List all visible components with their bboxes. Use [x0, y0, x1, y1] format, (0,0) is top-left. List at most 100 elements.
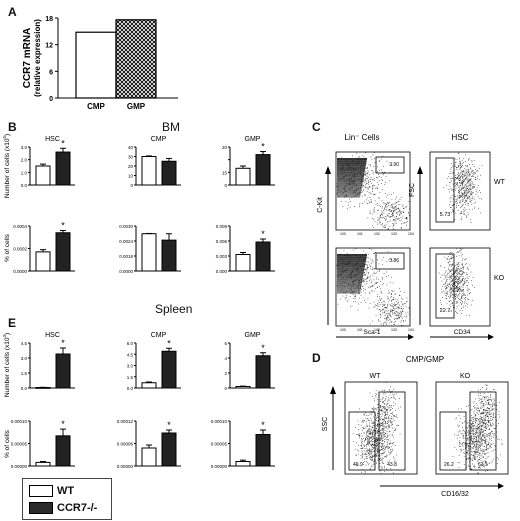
- dot: [455, 293, 457, 295]
- dot: [402, 325, 404, 326]
- dot: [343, 250, 345, 252]
- dot: [365, 173, 366, 175]
- dot: [387, 446, 389, 447]
- dot: [377, 451, 379, 452]
- dot: [346, 279, 348, 281]
- dot: [450, 288, 452, 290]
- dot: [379, 215, 381, 216]
- bar-ko: [161, 350, 177, 389]
- dot: [383, 392, 385, 394]
- dot: [462, 290, 464, 292]
- dot: [455, 281, 457, 282]
- dot: [490, 416, 492, 417]
- dot: [470, 448, 471, 449]
- dot: [447, 277, 449, 278]
- dot: [458, 277, 460, 278]
- dot: [477, 449, 479, 450]
- dot: [395, 304, 396, 305]
- dot: [455, 175, 457, 176]
- dot: [373, 227, 374, 228]
- dot: [377, 439, 378, 440]
- dot: [359, 408, 360, 410]
- dot: [457, 269, 458, 271]
- dot: [397, 213, 399, 215]
- dot: [383, 428, 384, 430]
- dot: [378, 320, 380, 322]
- ytick-label: 0.003: [216, 254, 228, 259]
- dot: [490, 425, 492, 427]
- dot: [491, 408, 493, 410]
- dot: [372, 187, 374, 189]
- dot: [477, 437, 479, 439]
- dot: [463, 187, 465, 189]
- dot: [363, 189, 364, 191]
- dot: [370, 177, 372, 178]
- dot: [455, 289, 457, 291]
- dot: [357, 420, 359, 422]
- dot: [393, 415, 395, 417]
- dot: [372, 429, 374, 431]
- dot: [490, 462, 492, 464]
- dot: [457, 431, 459, 433]
- dot: [377, 431, 379, 433]
- dot: [479, 457, 480, 458]
- dot: [453, 267, 454, 269]
- dot: [371, 439, 372, 441]
- dot: [474, 441, 476, 443]
- dot: [466, 215, 468, 217]
- dot: [384, 466, 385, 467]
- dot: [383, 434, 385, 436]
- dot: [383, 428, 385, 430]
- dot: [345, 180, 347, 182]
- dot: [471, 424, 472, 425]
- dot: [382, 308, 384, 310]
- dot: [386, 205, 388, 207]
- dot: [388, 202, 390, 204]
- dot: [399, 294, 401, 296]
- dot: [393, 457, 395, 459]
- dot: [459, 248, 461, 250]
- dot: [388, 310, 389, 311]
- dot: [356, 189, 357, 191]
- dot: [484, 453, 486, 455]
- dot: [470, 186, 471, 188]
- dot: [470, 466, 471, 467]
- dot: [392, 311, 394, 313]
- dot: [386, 454, 388, 456]
- dot: [460, 433, 462, 435]
- dot: [360, 281, 362, 283]
- dot: [462, 289, 464, 291]
- dot: [396, 202, 397, 203]
- dot: [397, 301, 399, 303]
- dot: [470, 436, 472, 438]
- dot: [455, 182, 457, 183]
- dot: [369, 450, 371, 451]
- dot: [374, 450, 375, 452]
- dot: [471, 419, 473, 421]
- dot: [391, 300, 392, 301]
- dot: [363, 259, 364, 260]
- dot: [374, 251, 376, 253]
- dot: [459, 275, 461, 277]
- dot: [452, 209, 453, 210]
- dot: [472, 173, 474, 174]
- dot: [369, 210, 371, 212]
- dot: [372, 443, 374, 445]
- dot: [475, 439, 476, 441]
- dot: [369, 433, 371, 435]
- dot: [456, 166, 457, 168]
- dot: [373, 416, 375, 418]
- dot: [376, 440, 377, 442]
- dot: [455, 290, 457, 292]
- dot: [388, 290, 389, 292]
- dot: [371, 451, 373, 453]
- dot: [452, 172, 454, 173]
- dot: [481, 456, 483, 458]
- dot: [370, 263, 372, 264]
- dot: [472, 411, 474, 413]
- dot: [485, 443, 487, 444]
- dot: [364, 279, 366, 280]
- dot: [462, 180, 464, 182]
- dot: [486, 446, 487, 447]
- dot: [482, 424, 484, 425]
